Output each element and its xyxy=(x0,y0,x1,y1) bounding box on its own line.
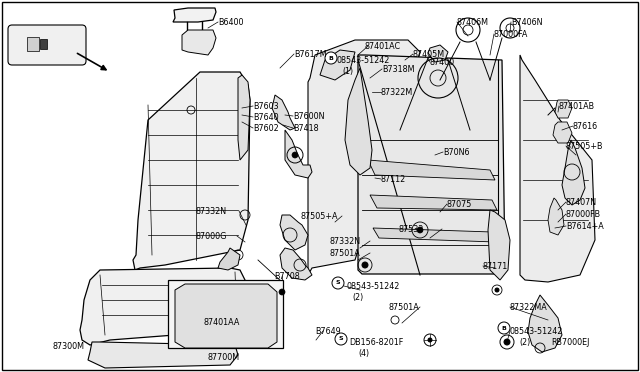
Polygon shape xyxy=(373,228,496,242)
Polygon shape xyxy=(488,210,510,280)
Circle shape xyxy=(292,152,298,158)
Text: B7318M: B7318M xyxy=(382,65,415,74)
Polygon shape xyxy=(370,195,497,210)
Circle shape xyxy=(417,227,423,233)
Text: B6400: B6400 xyxy=(218,18,243,27)
Text: 87075: 87075 xyxy=(447,200,472,209)
Polygon shape xyxy=(175,284,277,348)
Text: 87406M: 87406M xyxy=(457,18,489,27)
Text: 08543-51242: 08543-51242 xyxy=(337,56,390,65)
Text: S: S xyxy=(336,280,340,285)
Polygon shape xyxy=(285,130,312,178)
Polygon shape xyxy=(358,55,505,274)
Bar xyxy=(40,39,47,49)
Polygon shape xyxy=(553,122,572,143)
Text: B7614+A: B7614+A xyxy=(566,222,604,231)
Text: B: B xyxy=(502,326,506,330)
Text: 87322MA: 87322MA xyxy=(510,303,548,312)
Text: B7602: B7602 xyxy=(253,124,279,133)
Text: 87401AA: 87401AA xyxy=(204,318,240,327)
Text: (2): (2) xyxy=(352,293,364,302)
Text: 87616: 87616 xyxy=(573,122,598,131)
Polygon shape xyxy=(133,72,250,270)
Text: B7649: B7649 xyxy=(315,327,340,336)
Text: B7600N: B7600N xyxy=(293,112,324,121)
Circle shape xyxy=(362,262,368,268)
Polygon shape xyxy=(80,268,248,345)
Circle shape xyxy=(279,289,285,295)
Text: 87501A: 87501A xyxy=(330,249,361,258)
Text: 87332N: 87332N xyxy=(196,207,227,216)
Circle shape xyxy=(428,338,432,342)
Text: B70N6: B70N6 xyxy=(443,148,470,157)
Text: (1): (1) xyxy=(342,67,353,76)
Text: B7640: B7640 xyxy=(253,113,278,122)
Text: 87171: 87171 xyxy=(483,262,508,271)
Text: B7406N: B7406N xyxy=(511,18,543,27)
Polygon shape xyxy=(182,30,216,55)
Text: 87501A: 87501A xyxy=(389,303,420,312)
Polygon shape xyxy=(555,100,572,118)
Polygon shape xyxy=(88,342,238,368)
Polygon shape xyxy=(320,50,355,80)
Polygon shape xyxy=(520,55,595,282)
Text: B7617M: B7617M xyxy=(294,50,326,59)
Text: 87112: 87112 xyxy=(381,175,406,184)
Text: 87000G: 87000G xyxy=(196,232,227,241)
Circle shape xyxy=(504,339,510,345)
Text: 87401AC: 87401AC xyxy=(365,42,401,51)
Circle shape xyxy=(498,322,510,334)
Polygon shape xyxy=(368,160,495,180)
Text: 87405M: 87405M xyxy=(413,50,445,59)
Polygon shape xyxy=(272,95,295,130)
Text: 87407N: 87407N xyxy=(566,198,597,207)
Polygon shape xyxy=(218,248,240,270)
Polygon shape xyxy=(173,8,216,22)
Text: B: B xyxy=(328,55,333,61)
Circle shape xyxy=(332,277,344,289)
Circle shape xyxy=(325,52,337,64)
Text: 08543-51242: 08543-51242 xyxy=(347,282,401,291)
Text: 87532: 87532 xyxy=(399,225,424,234)
Text: 87300M: 87300M xyxy=(52,342,84,351)
Text: (4): (4) xyxy=(358,349,369,358)
FancyBboxPatch shape xyxy=(8,25,86,65)
Text: 87322M: 87322M xyxy=(381,88,413,97)
Text: 08543-51242: 08543-51242 xyxy=(510,327,563,336)
Text: 87401AB: 87401AB xyxy=(559,102,595,111)
Polygon shape xyxy=(280,215,308,250)
Text: B7418: B7418 xyxy=(293,124,319,133)
Bar xyxy=(27,37,39,51)
Text: 87505+B: 87505+B xyxy=(566,142,604,151)
Polygon shape xyxy=(345,68,372,175)
Text: S: S xyxy=(339,337,343,341)
Text: (2): (2) xyxy=(519,338,531,347)
Polygon shape xyxy=(428,45,448,62)
Circle shape xyxy=(335,333,347,345)
Circle shape xyxy=(495,288,499,292)
Bar xyxy=(168,280,283,348)
Text: 87000FA: 87000FA xyxy=(494,30,529,39)
Text: RB7000EJ: RB7000EJ xyxy=(551,338,589,347)
Polygon shape xyxy=(238,75,250,160)
Text: 87700M: 87700M xyxy=(208,353,240,362)
Text: 87505+A: 87505+A xyxy=(301,212,339,221)
Text: B7708: B7708 xyxy=(274,272,300,281)
Text: 87400: 87400 xyxy=(430,58,455,67)
Polygon shape xyxy=(280,248,312,280)
Text: DB156-8201F: DB156-8201F xyxy=(349,338,403,347)
Text: 87332N: 87332N xyxy=(330,237,361,246)
Polygon shape xyxy=(562,140,585,205)
Polygon shape xyxy=(528,295,562,352)
Polygon shape xyxy=(308,40,420,275)
Text: 87000FB: 87000FB xyxy=(566,210,601,219)
Polygon shape xyxy=(548,198,564,235)
Text: B7603: B7603 xyxy=(253,102,278,111)
